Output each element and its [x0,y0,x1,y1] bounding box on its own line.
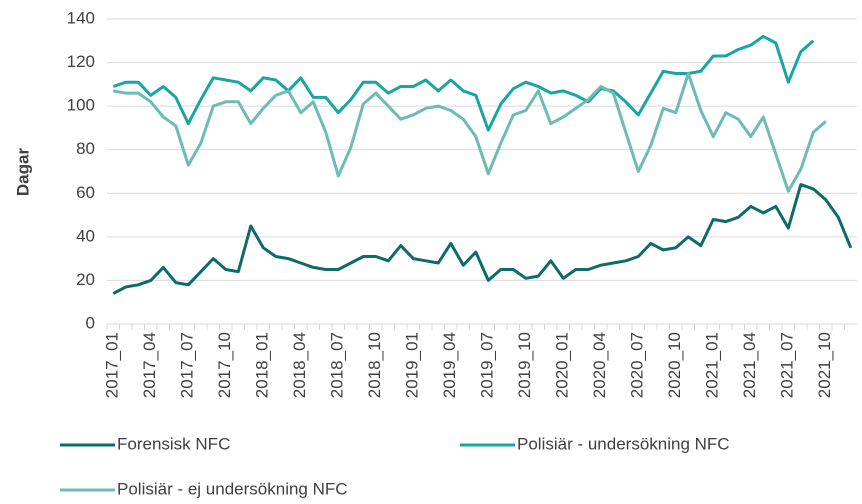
x-tick-label: 2021_01 [703,332,722,398]
x-tick-label: 2018_10 [365,332,384,398]
legend-label: Forensisk NFC [117,434,230,453]
x-tick-label: 2019_07 [478,332,497,398]
x-tick-label: 2021_04 [740,332,759,398]
y-axis-label: Dagar [13,148,32,197]
y-tick-label: 120 [67,52,95,71]
y-tick-label: 20 [76,270,95,289]
y-tick-label: 0 [86,313,95,332]
x-tick-label: 2018_01 [253,332,272,398]
x-tick-label: 2020_10 [665,332,684,398]
legend-label: Polisiär - ej undersökning NFC [117,479,348,498]
x-tick-label: 2020_01 [553,332,572,398]
x-tick-label: 2019_04 [440,332,459,398]
x-tick-label: 2019_10 [515,332,534,398]
x-tick-label: 2021_10 [815,332,834,398]
y-tick-label: 140 [67,8,95,27]
x-tick-label: 2020_07 [628,332,647,398]
x-tick-label: 2017_07 [178,332,197,398]
x-tick-label: 2018_07 [328,332,347,398]
y-tick-label: 100 [67,96,95,115]
y-tick-label: 60 [76,183,95,202]
x-tick-label: 2018_04 [290,332,309,398]
x-tick-label: 2020_04 [590,332,609,398]
x-tick-label: 2017_04 [140,332,159,398]
x-tick-label: 2017_01 [103,332,122,398]
legend-label: Polisiär - undersökning NFC [517,434,730,453]
x-tick-label: 2017_10 [215,332,234,398]
series-line [112,183,853,295]
x-tick-label: 2019_01 [403,332,422,398]
y-tick-label: 80 [76,139,95,158]
series-line [112,34,815,132]
y-tick-label: 40 [76,226,95,245]
x-tick-label: 2021_07 [778,332,797,398]
series-line [113,72,827,193]
